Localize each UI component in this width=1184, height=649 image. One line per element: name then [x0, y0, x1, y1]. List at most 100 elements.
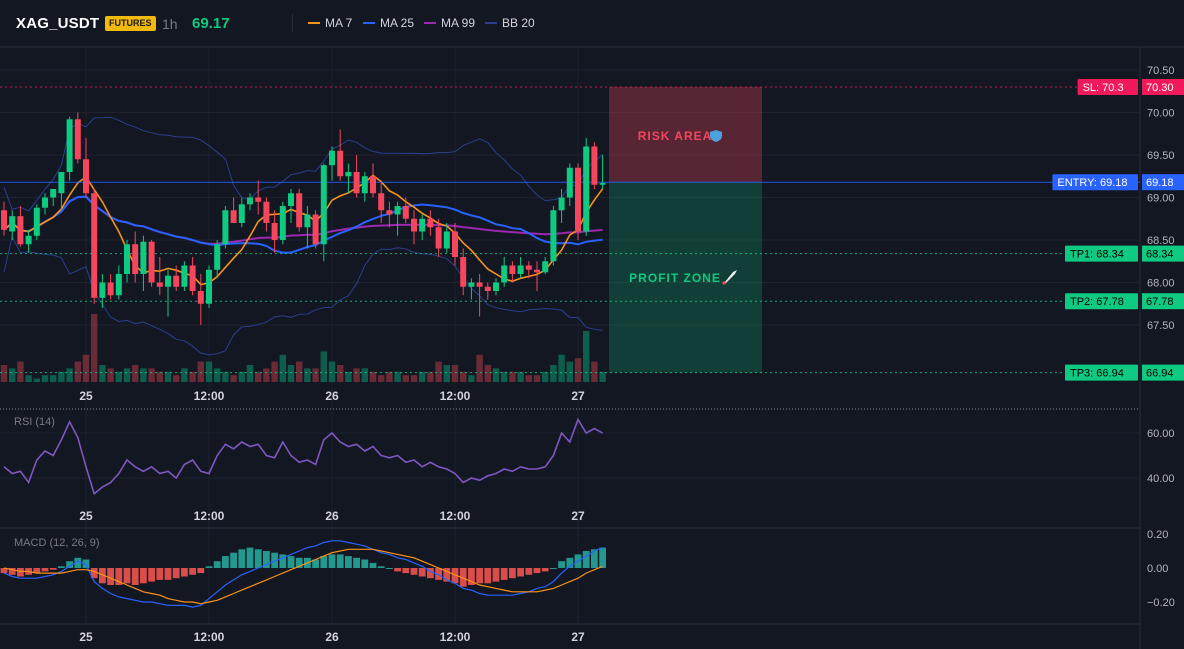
- macd-hist-bar: [517, 568, 524, 577]
- macd-hist-bar: [140, 568, 147, 584]
- candle-body: [353, 172, 360, 194]
- volume-bar: [58, 371, 65, 382]
- macd-hist-bar: [500, 568, 508, 580]
- candle: [304, 206, 311, 249]
- candle-body: [361, 176, 368, 194]
- volume-bar: [353, 368, 360, 382]
- candle: [124, 240, 130, 283]
- volume-bar: [369, 371, 377, 382]
- volume-bar: [82, 354, 90, 382]
- volume-bar: [189, 371, 196, 382]
- macd-hist-bar: [66, 561, 73, 568]
- volume-bar: [525, 375, 532, 382]
- candle-body: [74, 119, 81, 160]
- candle: [107, 274, 114, 300]
- candle: [173, 265, 180, 291]
- level-value: 69.18: [1146, 177, 1174, 189]
- candle: [132, 231, 139, 283]
- candle-body: [132, 244, 139, 274]
- candle-body: [501, 265, 508, 283]
- candle-body: [197, 291, 204, 304]
- macd-hist-bar: [238, 549, 246, 568]
- candle-body: [91, 193, 98, 298]
- candle-body: [1, 210, 7, 230]
- candle-body: [222, 210, 229, 245]
- volume-bar: [197, 361, 204, 382]
- candle-body: [189, 265, 196, 291]
- macd-hist-bar: [410, 568, 418, 575]
- volume-bar: [107, 368, 114, 382]
- candle: [509, 261, 516, 283]
- candle: [189, 257, 196, 296]
- volume-bar: [402, 375, 409, 382]
- timeframe-selector[interactable]: 1h: [162, 16, 178, 32]
- price-tick-label: 69.50: [1147, 150, 1175, 162]
- volume-bar: [460, 371, 467, 382]
- candle: [558, 189, 565, 223]
- candle-body: [484, 286, 491, 291]
- candle-body: [156, 282, 163, 287]
- candle: [566, 163, 573, 206]
- volume-bar: [91, 314, 98, 382]
- volume-bar: [419, 371, 426, 382]
- macd-hist-bar: [148, 568, 155, 582]
- macd-hist-bar: [353, 557, 360, 568]
- legend-swatch: [363, 22, 375, 24]
- legend-label: MA 7: [325, 16, 353, 30]
- volume-bar: [410, 375, 418, 382]
- candle-body: [247, 197, 253, 205]
- candle: [17, 206, 24, 247]
- volume-bar: [115, 371, 122, 382]
- candle-body: [460, 257, 467, 287]
- candle: [386, 201, 393, 228]
- macd-hist-bar: [541, 568, 549, 572]
- candle-body: [550, 210, 557, 262]
- macd-time-label: 26: [325, 630, 339, 644]
- symbol-name[interactable]: XAG_USDT: [16, 15, 100, 32]
- candle-body: [165, 275, 171, 287]
- volume-bar: [50, 375, 57, 382]
- legend-ma99[interactable]: MA 99: [424, 16, 475, 30]
- macd-hist-bar: [254, 549, 262, 568]
- candle: [337, 129, 344, 181]
- candle: [9, 210, 16, 240]
- volume-bar: [435, 361, 442, 382]
- legend-label: MA 99: [441, 16, 476, 30]
- macd-hist-bar: [418, 568, 426, 577]
- candle-body: [115, 274, 122, 296]
- macd-hist-bar: [197, 568, 205, 574]
- candle: [468, 278, 475, 300]
- legend-ma7[interactable]: MA 7: [308, 16, 352, 30]
- candle: [599, 155, 606, 189]
- level-label-box: [1065, 245, 1138, 262]
- legend-ma25[interactable]: MA 25: [363, 16, 414, 30]
- candle: [353, 155, 360, 198]
- volume-bar: [337, 365, 344, 382]
- macd-hist-bar: [33, 568, 41, 574]
- macd-hist-bar: [328, 554, 336, 568]
- candle: [452, 223, 458, 266]
- macd-hist-bar: [74, 557, 82, 568]
- candles: [1, 112, 606, 325]
- level-label: ENTRY: 69.18: [1057, 177, 1127, 189]
- rsi-tick-label: 60.00: [1147, 428, 1175, 440]
- legend-bb20[interactable]: BB 20: [485, 16, 535, 30]
- volume-bar: [123, 368, 131, 382]
- volume-bar: [246, 365, 254, 382]
- macd-hist-bar: [427, 568, 434, 579]
- candle: [279, 201, 286, 245]
- legend-swatch: [308, 22, 320, 24]
- candle-body: [263, 201, 270, 223]
- candle: [42, 193, 48, 215]
- volume-bar: [361, 368, 368, 382]
- candle: [99, 274, 106, 308]
- candle: [583, 138, 590, 236]
- macd-hist-bar: [189, 568, 196, 575]
- macd-hist-bar: [263, 551, 270, 568]
- volume-bar: [17, 361, 24, 382]
- candle-body: [386, 210, 393, 215]
- volume-bar: [550, 365, 557, 382]
- price-tick-label: 70.00: [1147, 108, 1175, 120]
